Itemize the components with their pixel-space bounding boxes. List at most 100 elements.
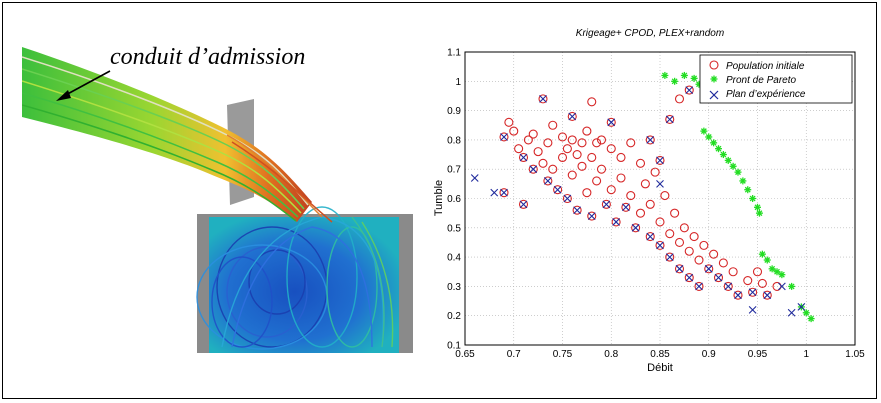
initial-population-point: [601, 199, 611, 209]
experiment-plan-point: [695, 282, 703, 291]
experiment-plan-point: [646, 232, 655, 241]
initial-population-point: [713, 273, 724, 283]
legend-marker-plan: [709, 90, 719, 100]
pareto-front-point: [749, 195, 757, 202]
initial-population-point: [728, 267, 738, 277]
initial-population-point: [596, 135, 607, 145]
initial-population-point: [548, 120, 558, 130]
pareto-front-point: [671, 77, 679, 85]
scatter-chart: Krigeage+ CPOD, PLEX+random 0.65 0.7 0.75 0…: [433, 28, 865, 374]
legend-label-pareto: Pront de Pareto: [726, 75, 796, 86]
experiment-plan-point: [543, 177, 552, 185]
experiment-plan-point: [748, 305, 757, 314]
x-tick-label: 0.8: [604, 349, 618, 360]
initial-population-point: [684, 246, 694, 256]
initial-population-point: [665, 252, 675, 262]
pareto-front-point: [729, 162, 737, 170]
legend-box: [699, 54, 853, 104]
initial-population-point: [557, 132, 568, 142]
x-tick-label: 0.85: [650, 349, 670, 360]
legend-label-initial: Population initiale: [726, 61, 805, 72]
pareto-front-point: [680, 71, 688, 79]
cfd-intake-simulation-image: [22, 47, 413, 353]
legend-label-plan: Plan d’expérience: [726, 89, 806, 100]
experiment-plan-point: [724, 282, 733, 291]
experiment-plan-point: [529, 165, 538, 174]
initial-population-point: [567, 135, 577, 145]
initial-population-point: [562, 144, 572, 154]
chart-title: Krigeage+ CPOD, PLEX+random: [576, 28, 724, 39]
initial-population-point: [660, 191, 670, 201]
experiment-plan-point: [563, 194, 572, 203]
initial-population-point: [655, 155, 665, 165]
experiment-plan-point: [787, 308, 796, 317]
pareto-front-point: [768, 265, 776, 273]
initial-population-point: [645, 199, 655, 209]
experiment-plan-point: [646, 136, 655, 144]
y-tick-label: 0.7: [447, 165, 461, 176]
initial-population-point: [679, 223, 689, 233]
experiment-plan-point: [763, 291, 772, 300]
chart-ticks: 0.65 0.7 0.75 0.8 0.85 0.9 0.95 1 1.05 0.1 0.2 0.3 0…: [447, 48, 865, 361]
pareto-front-point: [807, 315, 815, 323]
figure-frame: [2, 2, 877, 399]
initial-population-point: [689, 232, 699, 242]
y-tick-label: 0.8: [447, 135, 461, 146]
initial-population-point: [743, 275, 753, 286]
initial-population-point: [616, 152, 626, 163]
pareto-front-point: [754, 203, 761, 211]
pareto-front-point: [710, 139, 718, 147]
initial-population-point: [587, 97, 597, 107]
experiment-plan-point: [748, 288, 757, 297]
experiment-plan-point: [553, 185, 562, 194]
experiment-plan-point: [665, 115, 674, 124]
experiment-plan-point: [665, 253, 674, 261]
experiment-plan-point: [573, 206, 582, 215]
initial-population-point: [772, 281, 782, 291]
initial-population-point: [606, 144, 616, 154]
initial-population-point: [504, 117, 514, 127]
initial-population-point: [582, 188, 592, 198]
initial-population-point: [694, 281, 704, 291]
experiment-plan-point: [675, 264, 684, 273]
plot-area: [464, 51, 856, 346]
initial-population-point: [592, 176, 602, 186]
y-tick-label: 0.9: [447, 106, 461, 117]
x-tick-label: 1: [803, 349, 809, 360]
pareto-front-point: [739, 177, 747, 185]
initial-population-point: [514, 144, 524, 154]
experiment-plan-point: [539, 94, 547, 103]
pareto-front-point: [755, 209, 763, 217]
initial-population-point: [596, 164, 607, 174]
pareto-front-point: [734, 168, 742, 176]
chart-marks: [470, 71, 815, 323]
y-tick-label: 0.4: [447, 253, 461, 264]
experiment-plan-point: [470, 174, 479, 182]
x-tick-label: 1.05: [845, 349, 865, 360]
initial-population-point: [572, 150, 582, 160]
initial-population-point: [674, 94, 685, 104]
chart-legend: Population initiale Pront de Pareto Plan…: [699, 54, 853, 104]
initial-population-point: [757, 278, 767, 289]
y-tick-label: 0.5: [447, 223, 461, 234]
initial-population-point: [645, 135, 655, 145]
initial-population-point: [699, 240, 709, 250]
experiment-plan-point: [797, 303, 806, 311]
initial-population-point: [587, 152, 597, 163]
initial-population-point: [577, 161, 587, 171]
x-axis-label: Débit: [647, 362, 673, 374]
experiment-plan-point: [656, 156, 664, 165]
x-tick-label: 0.65: [455, 349, 475, 360]
initial-population-point: [518, 152, 529, 163]
initial-population-point: [665, 229, 675, 239]
x-tick-label: 0.95: [748, 349, 768, 360]
cfd-annotation-label: conduit d’admission: [110, 44, 306, 70]
initial-population-point: [674, 237, 685, 247]
initial-population-point: [626, 191, 636, 201]
initial-population-point: [499, 188, 509, 198]
experiment-plan-point: [685, 86, 694, 94]
pareto-front-point: [724, 156, 732, 164]
experiment-plan-point: [568, 112, 577, 121]
initial-population-point: [684, 85, 694, 95]
initial-population-point: [748, 287, 758, 297]
